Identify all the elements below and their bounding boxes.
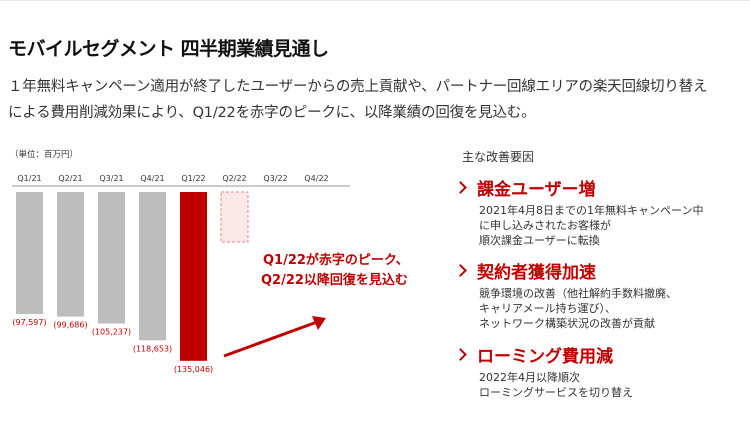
chevron-right-icon xyxy=(454,348,467,361)
recovery-arrow-icon xyxy=(312,316,326,330)
reason-item: 契約者獲得加速 競争環境の改善（他社解約手数料撤廃、 キャリアメール持ち運び）、… xyxy=(452,258,677,331)
chevron-right-icon xyxy=(454,264,467,277)
annotation-line: Q1/22が赤字のピーク、 xyxy=(263,252,409,268)
reason-title: 課金ユーザー増 xyxy=(477,180,596,200)
bar-value-label: (118,653) xyxy=(133,344,172,353)
unit-label: （単位：百万円） xyxy=(10,149,78,160)
x-tick-label: Q2/21 xyxy=(58,174,82,183)
reason-line: 競争環境の改善（他社解約手数料撤廃、 xyxy=(479,287,677,300)
reason-line: 2022年4月以降順次 xyxy=(479,371,580,384)
bar-q2-21 xyxy=(57,192,84,317)
bar-q3-21 xyxy=(98,192,125,324)
reason-item: 課金ユーザー増 2021年4月8日までの1年無料キャンペーン中 に申し込みされた… xyxy=(452,175,703,248)
reason-line: ネットワーク構築状況の改善が貢献 xyxy=(479,317,655,330)
chevron-right-icon xyxy=(454,181,467,194)
page-title: モバイルセグメント 四半期業績見通し xyxy=(8,38,329,60)
x-tick-label: Q3/22 xyxy=(263,174,287,183)
x-tick-label: Q1/21 xyxy=(17,174,41,183)
x-tick-label: Q1/22 xyxy=(181,174,205,183)
x-tick-label: Q2/22 xyxy=(222,174,246,183)
x-tick-label: Q3/21 xyxy=(99,174,123,183)
bar-value-label: (135,046) xyxy=(174,365,213,374)
reason-line: 順次課金ユーザーに転換 xyxy=(479,234,600,247)
bar-value-label: (99,686) xyxy=(53,321,87,330)
reason-line: に申し込みされたお客様が xyxy=(479,219,611,232)
top-divider xyxy=(0,0,750,1)
reason-line: 2021年4月8日までの1年無料キャンペーン中 xyxy=(479,204,704,217)
reason-title: ローミング費用減 xyxy=(477,347,613,367)
reason-line: キャリアメール持ち運び）、 xyxy=(479,302,616,315)
x-tick-label: Q4/22 xyxy=(304,174,328,183)
page-description: １年無料キャンペーン適用が終了したユーザーからの売上貢献や、パートナー回線エリア… xyxy=(8,74,748,126)
x-tick-label: Q4/21 xyxy=(140,174,164,183)
annotation-line: Q2/22以降回復を見込む xyxy=(261,272,408,288)
bar-q1-22 xyxy=(180,192,207,361)
bar-value-label: (97,597) xyxy=(12,318,46,327)
bar-q2-22 xyxy=(220,191,249,243)
reason-item: ローミング費用減 2022年4月以降順次 ローミングサービスを切り替え xyxy=(452,342,633,400)
recovery-arrow-shaft xyxy=(223,320,318,358)
description-line: １年無料キャンペーン適用が終了したユーザーからの売上貢献や、パートナー回線エリア… xyxy=(8,79,708,95)
description-line: による費用削減効果により、Q1/22を赤字のピークに、以降業績の回復を見込む。 xyxy=(8,105,536,121)
reason-line: ローミングサービスを切り替え xyxy=(479,386,633,399)
bar-q4-21 xyxy=(139,192,166,341)
reason-title: 契約者獲得加速 xyxy=(477,263,596,283)
quarterly-bar-chart: （単位：百万円） Q1/21 Q2/21 Q3/21 Q4/21 Q1/22 Q2/22 Q… xyxy=(10,149,409,374)
bar-value-label: (105,237) xyxy=(92,328,131,337)
reasons-heading: 主な改善要因 xyxy=(462,150,535,164)
bar-q1-21 xyxy=(16,192,43,314)
